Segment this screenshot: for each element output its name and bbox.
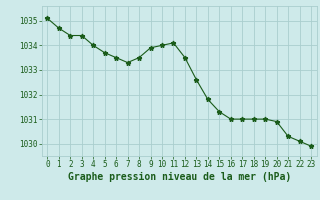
X-axis label: Graphe pression niveau de la mer (hPa): Graphe pression niveau de la mer (hPa): [68, 172, 291, 182]
